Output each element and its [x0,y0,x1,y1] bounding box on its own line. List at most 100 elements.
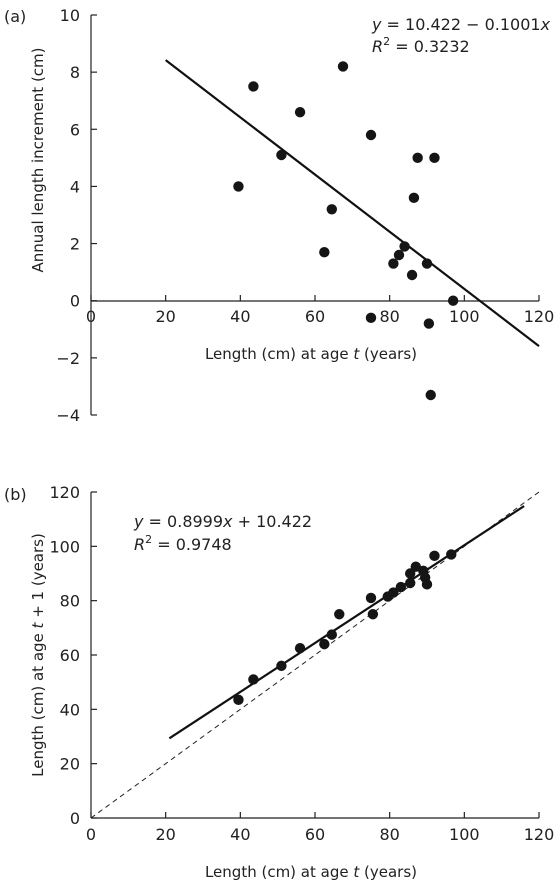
panel-b-y-tick-label: 80 [60,592,80,611]
panel-b-ylabel-var: t [29,621,47,628]
panel-a-x-tick-label: 60 [305,307,325,326]
panel-a: (a) Annual length increment (cm) y = 10.… [4,6,554,425]
panel-a-r-squared: R2 = 0.3232 [372,35,470,56]
panel-b-y-tick-label: 20 [60,755,80,774]
panel-a-y-tick-label: 10 [60,6,80,25]
panel-b-data-point [365,592,377,604]
panel-b: (b) Length (cm) at age t + 1 (years) y =… [4,483,554,881]
panel-b-data-point [326,629,337,640]
panel-a-x-axis-title: Length (cm) at age t (years) [205,345,417,363]
panel-a-data-point [447,295,459,306]
panel-b-data-point [248,674,259,685]
panel-b-y-tick-label: 120 [49,483,80,502]
panel-b-y-tick-label: 60 [60,646,80,665]
panel-b-data-point [395,581,407,593]
panel-a-data-point [233,181,244,192]
panel-a-data-point [399,241,410,252]
panel-a-data-point [425,389,436,401]
panel-b-data-point [388,587,399,598]
panel-b-lines [90,491,540,819]
panel-b-data-point [233,694,244,706]
panel-b-x-tick-label: 40 [230,825,250,844]
panel-a-points [233,61,459,401]
panel-a-r-sup: 2 [383,35,390,48]
panel-a-x-tick-label: 80 [379,307,399,326]
panel-b-r: R [134,535,145,554]
panel-a-xlabel-var: t [353,345,360,363]
panel-a-x-tick-label: 40 [230,307,250,326]
panel-b-label: (b) [4,485,27,504]
panel-b-eq-y: y [133,512,144,531]
panel-b-x-tick-label: 100 [449,825,480,844]
panel-a-equation: y = 10.422 − 0.1001x [371,15,551,34]
panel-b-data-point [294,643,306,654]
panel-b-x-axis-title: Length (cm) at age t (years) [205,863,417,881]
panel-b-data-point [334,609,345,620]
panel-a-data-point [423,318,435,329]
panel-a-x-tick-label: 100 [449,307,480,326]
panel-a-r-value: = 0.3232 [390,37,470,56]
panel-a-y-tick-label: 2 [70,235,80,254]
panel-a-data-point [406,269,418,281]
panel-a-xlabel-tail: (years) [359,345,417,363]
panel-b-xlabel-main: Length (cm) at age [205,863,353,881]
panel-b-x-tick-label: 80 [379,825,399,844]
panel-a-y-axis-title: Annual length increment (cm) [29,47,47,272]
panel-b-y-tick-label: 40 [60,700,80,719]
panel-b-regression-line [168,505,525,740]
panel-a-xlabel-main: Length (cm) at age [205,345,353,363]
panel-b-eq-x: x [222,512,233,531]
panel-b-data-point [446,549,457,560]
panel-b-eq-tail: + 10.422 [233,512,313,531]
panel-a-y-tick-label: 0 [70,292,80,311]
panel-b-data-point [405,577,416,589]
panel-a-x-tick-label: 0 [86,307,96,326]
panel-a-eq-y: y [371,15,382,34]
panel-a-x-tick-label: 120 [524,307,555,326]
panel-b-ylabel-tail: + 1 (years) [29,533,47,622]
panel-b-xlabel-tail: (years) [359,863,417,881]
panel-b-data-point [367,609,379,620]
panel-a-data-point [365,312,377,324]
panel-b-y-tick-label: 0 [70,809,80,828]
panel-b-data-point [421,579,433,590]
panel-b-x-tick-label: 60 [305,825,325,844]
panel-b-ylabel-main: Length (cm) at age [29,628,47,776]
panel-b-y-axis-title: Length (cm) at age t + 1 (years) [29,533,47,777]
panel-b-equation: y = 0.8999x + 10.422 [133,512,312,531]
panel-b-x-tick-label: 120 [524,825,555,844]
panel-a-data-point [388,258,399,269]
panel-a-x-tick-label: 20 [155,307,175,326]
panel-a-y-tick-label: 6 [70,120,80,139]
panel-a-data-point [326,204,337,215]
panel-a-label: (a) [4,7,26,26]
panel-a-data-point [319,246,330,258]
panel-b-axes: 0 20 40 60 80 100 120 0 20 40 60 80 100 120 [49,483,554,844]
panel-b-xlabel-var: t [353,863,360,881]
panel-a-regression [164,59,540,348]
panel-b-data-point [429,550,440,562]
panel-b-x-tick-label: 20 [155,825,175,844]
panel-a-data-point [421,258,433,269]
panel-a-eq-x: x [540,15,551,34]
panel-a-data-point [337,61,349,72]
panel-a-data-point [276,149,287,161]
panel-b-eq-mid: = 0.8999 [143,512,223,531]
panel-a-r: R [372,37,383,56]
panel-a-y-tick-label: −2 [56,349,80,368]
panel-a-data-point [429,152,440,164]
panel-b-y-tick-label: 100 [49,537,80,556]
panel-a-regression-line [164,59,540,348]
panel-a-data-point [408,192,420,204]
panel-b-r-sup: 2 [145,533,152,546]
panel-a-data-point [248,81,259,92]
panel-a-data-point [365,129,377,141]
panel-a-y-tick-label: 8 [70,63,80,82]
panel-a-y-tick-label: −4 [56,406,80,425]
panel-b-r-value: = 0.9748 [152,535,232,554]
panel-b-x-tick-label: 0 [86,825,96,844]
panel-a-data-point [393,249,405,261]
panel-a-eq-body: = 10.422 − 0.1001 [381,15,540,34]
